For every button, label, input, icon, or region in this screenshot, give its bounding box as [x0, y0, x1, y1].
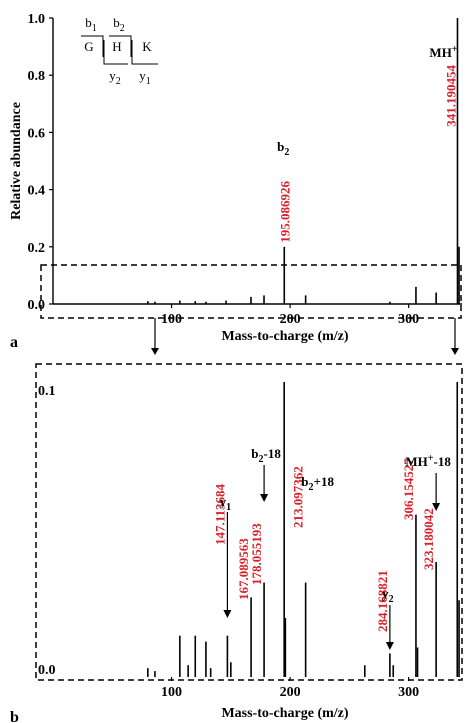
y-ion-label-base: y	[139, 68, 146, 83]
y-tick-label: 0.1	[38, 384, 56, 399]
x-tick-label: 300	[398, 685, 419, 700]
y-ion-label: y1	[139, 68, 151, 87]
peak-label: 167.089563	[236, 538, 251, 600]
ion-label-base: b	[277, 139, 284, 154]
y-tick-label: 0.0	[38, 663, 56, 678]
annotation-arrow-head	[432, 503, 441, 511]
ion-label: b2	[277, 139, 289, 158]
zoom-arrow-head	[451, 348, 459, 355]
y-tick-label: 0.2	[28, 241, 46, 256]
peak-label: 178.055193	[249, 523, 264, 585]
ion-label-suffix: +18	[314, 474, 335, 489]
ion-label-sub: 2	[309, 482, 314, 493]
x-axis-title: Mass-to-charge (m/z)	[221, 706, 348, 721]
ion-label-sub: 1	[226, 502, 231, 513]
y-ion-label-sub: 1	[146, 76, 151, 87]
zoom-guides	[151, 318, 459, 355]
panel-label: b	[10, 709, 19, 723]
annotation-arrow-head	[385, 642, 394, 650]
annotation-arrow-head	[260, 494, 269, 502]
y-tick-label: 0.8	[28, 69, 46, 84]
b-ion-label-base: b	[85, 15, 92, 30]
zoom-region-box	[40, 264, 462, 319]
residue-label: G	[84, 39, 93, 54]
b-ion-label-base: b	[113, 15, 120, 30]
ion-label: y2	[382, 586, 394, 605]
x-tick-label: 100	[161, 685, 182, 700]
ion-label-base: b	[251, 446, 258, 461]
y-tick-label: 0.6	[28, 126, 46, 141]
x-tick-label: 200	[280, 685, 301, 700]
b2-bracket	[109, 35, 132, 57]
ion-label-sub: 2	[259, 454, 264, 465]
y-ion-label-base: y	[109, 68, 116, 83]
b-ion-label: b1	[85, 15, 97, 34]
peak-label: 284.168821	[375, 570, 390, 632]
ion-label-base: MH	[405, 454, 427, 469]
peak-label: 195.086926	[277, 181, 292, 243]
ion-label-suffix: -18	[264, 446, 282, 461]
y2-bracket	[103, 40, 128, 65]
ion-label-base: y	[382, 586, 389, 601]
ion-label-sub: 2	[284, 147, 289, 158]
b1-bracket	[81, 35, 104, 57]
ion-label: b2+18	[301, 474, 334, 493]
ion-label-suffix: -18	[434, 454, 452, 469]
y-axis-title: Relative abundance	[9, 102, 24, 220]
ion-label-sup: +	[452, 44, 458, 55]
peak-label: 341.190454	[443, 65, 458, 127]
annotation-arrow-head	[223, 610, 232, 618]
b-ion-label-sub: 2	[120, 23, 125, 34]
zoom-panel-border	[35, 363, 463, 681]
panel-a: 0.0 0.2 0.4 0.6 0.8 1.0 100 200 300 Relative abun…	[9, 12, 462, 351]
ion-label-base: b	[301, 474, 308, 489]
ion-label: y1	[220, 494, 232, 513]
zoom-arrow-head	[151, 348, 159, 355]
ion-label: MH+	[429, 44, 457, 60]
b-ion-label-sub: 1	[92, 23, 97, 34]
y-ion-label-sub: 2	[116, 76, 121, 87]
y-tick-label: 0.4	[28, 184, 46, 199]
residue-label: H	[112, 39, 121, 54]
ion-label-base: y	[220, 494, 227, 509]
panel-label: a	[10, 334, 18, 351]
x-tick-label: 100	[161, 312, 182, 327]
ion-label: MH+-18	[405, 453, 451, 469]
peak-label: 323.180042	[421, 508, 436, 570]
x-tick-label: 200	[280, 312, 301, 327]
y-tick-label: 1.0	[28, 12, 46, 27]
ion-label: b2-18	[251, 446, 281, 465]
y-ion-label: y2	[109, 68, 121, 87]
x-axis-title: Mass-to-charge (m/z)	[221, 329, 348, 344]
ion-label-base: MH	[429, 45, 451, 60]
peak-label: 213.097362	[291, 466, 306, 528]
peak-label: 147.113684	[212, 483, 227, 545]
y-tick-label: 0.0	[28, 298, 46, 313]
ion-label-sub: 2	[389, 594, 394, 605]
panel-b: 0.0 0.1 100 200 300 Mass-to-charge (m/z) b 147.…	[10, 363, 463, 723]
x-tick-label: 300	[398, 312, 419, 327]
residue-label: K	[142, 39, 152, 54]
b-ion-label: b2	[113, 15, 125, 34]
peak-label: 306.154527	[401, 458, 416, 520]
y1-bracket	[131, 40, 158, 65]
ion-label-sup: +	[428, 453, 434, 464]
